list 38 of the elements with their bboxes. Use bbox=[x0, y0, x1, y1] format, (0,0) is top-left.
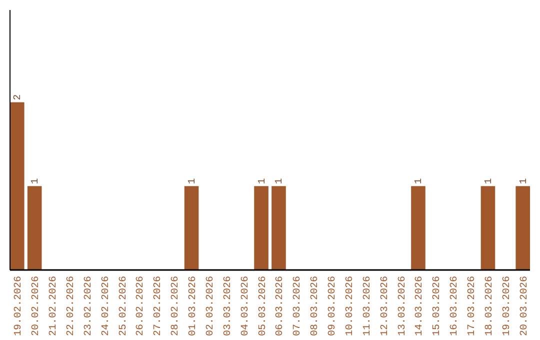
x-tick-label: 04.03.2026 bbox=[240, 276, 252, 336]
x-tick-label: 19.02.2026 bbox=[14, 276, 25, 336]
x-tick-label: 09.03.2026 bbox=[328, 276, 339, 336]
x-tick-label: 18.03.2026 bbox=[484, 276, 496, 336]
data-label: 1 bbox=[274, 178, 286, 184]
x-tick-label: 22.02.2026 bbox=[66, 276, 77, 336]
data-label: 1 bbox=[414, 178, 426, 184]
x-tick-label: 23.02.2026 bbox=[83, 276, 94, 336]
x-tick-label: 28.02.2026 bbox=[170, 276, 182, 336]
x-tick-label: 19.03.2026 bbox=[502, 276, 513, 336]
x-tick-label: 10.03.2026 bbox=[344, 276, 356, 336]
x-tick-label: 26.02.2026 bbox=[136, 276, 147, 336]
x-tick-label: 27.02.2026 bbox=[153, 276, 164, 336]
data-label: 1 bbox=[484, 178, 495, 184]
x-tick-label: 05.03.2026 bbox=[258, 276, 269, 336]
x-tick-label: 12.03.2026 bbox=[380, 276, 391, 336]
x-tick-label: 16.03.2026 bbox=[450, 276, 461, 336]
x-tick-label: 17.03.2026 bbox=[467, 276, 478, 336]
x-tick-label: 08.03.2026 bbox=[310, 276, 322, 336]
x-tick-label: 24.02.2026 bbox=[100, 276, 112, 336]
x-tick-label: 21.02.2026 bbox=[48, 276, 60, 336]
x-tick-label: 14.03.2026 bbox=[414, 276, 426, 336]
data-label: 1 bbox=[30, 178, 42, 184]
x-tick-label: 03.03.2026 bbox=[222, 276, 234, 336]
data-label: 1 bbox=[188, 178, 199, 184]
data-label: 1 bbox=[518, 178, 530, 184]
x-tick-label: 07.03.2026 bbox=[292, 276, 304, 336]
x-tick-label: 20.02.2026 bbox=[31, 276, 42, 336]
data-label: 1 bbox=[257, 178, 268, 184]
x-tick-label: 20.03.2026 bbox=[519, 276, 530, 336]
x-tick-label: 13.03.2026 bbox=[397, 276, 408, 336]
x-tick-label: 11.03.2026 bbox=[362, 276, 374, 336]
x-tick-label: 25.02.2026 bbox=[118, 276, 130, 336]
x-tick-label: 15.03.2026 bbox=[432, 276, 444, 336]
x-tick-label: 01.03.2026 bbox=[188, 276, 200, 336]
data-label: 2 bbox=[13, 94, 24, 100]
x-tick-label: 02.03.2026 bbox=[205, 276, 216, 336]
x-tick-label: 06.03.2026 bbox=[275, 276, 286, 336]
